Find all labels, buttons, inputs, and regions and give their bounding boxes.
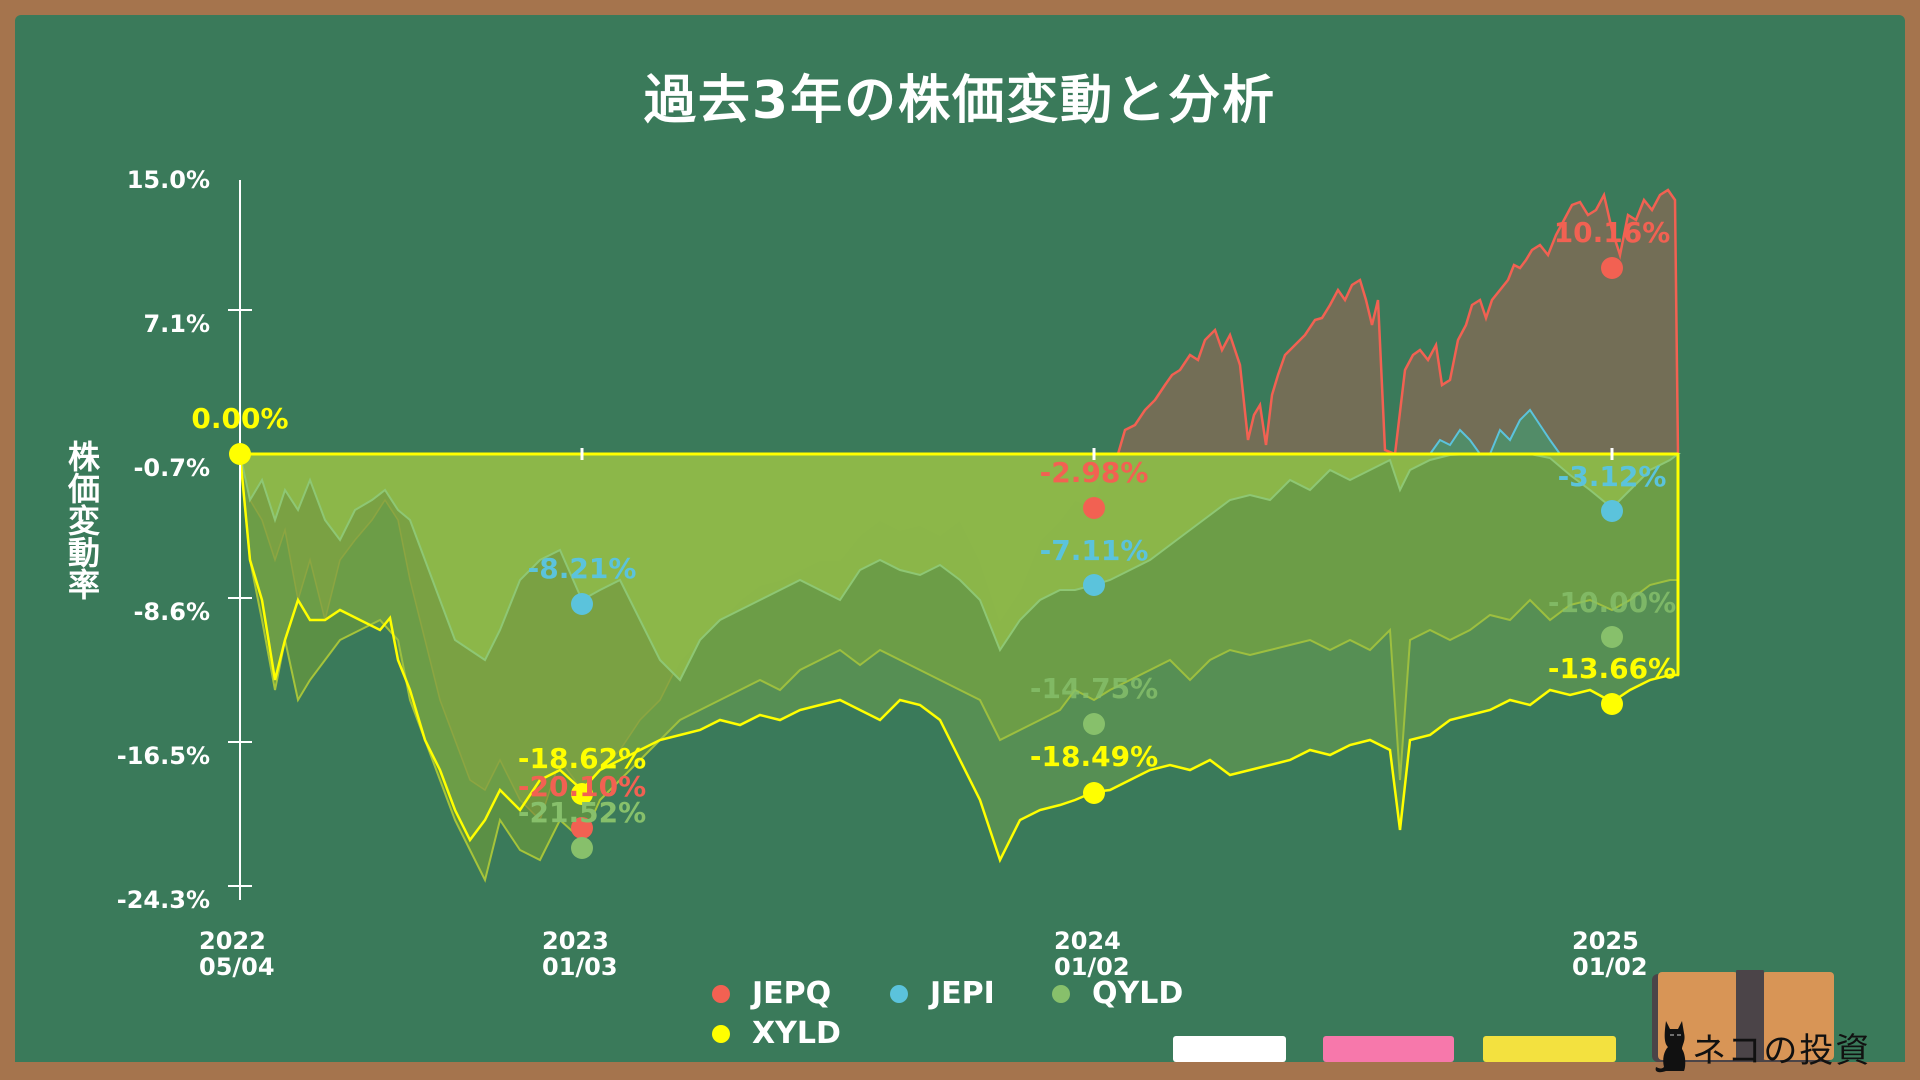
board-frame-ledge	[0, 1062, 1920, 1080]
x-tick-year: 2023	[542, 927, 609, 955]
legend-dot-icon	[712, 1024, 730, 1043]
jepq-label-2025: 10.16%	[1554, 216, 1671, 249]
jepi-area-positive	[1428, 408, 1562, 455]
legend-label: JEPI	[930, 976, 995, 1011]
x-tick-label: 2023 01/03	[542, 928, 618, 980]
jepi-marker-2024	[1083, 574, 1105, 596]
jepi-label-2023: -8.21%	[528, 552, 637, 585]
x-tick-year: 2022	[199, 927, 266, 955]
legend-label: XYLD	[752, 1016, 841, 1051]
y-tick-label: -0.7%	[133, 454, 210, 482]
y-tick-label: -16.5%	[116, 742, 210, 770]
x-tick-date: 01/02	[1054, 953, 1130, 981]
chalk-pink	[1323, 1036, 1454, 1062]
qyld-label-2023: -21.52%	[518, 796, 646, 829]
jepi-marker-2023	[571, 593, 593, 615]
xyld-marker-2023	[571, 783, 593, 805]
legend-item-jepq[interactable]: JEPQ	[712, 976, 831, 1011]
cat-icon	[1655, 1021, 1686, 1073]
legend-label: QYLD	[1092, 976, 1184, 1011]
xyld-label-2024: -18.49%	[1030, 740, 1158, 773]
x-tick-date: 05/04	[199, 953, 275, 981]
legend-dot-icon	[1052, 984, 1070, 1003]
qyld-label-2025: -10.00%	[1548, 586, 1676, 619]
x-tick-date: 01/02	[1572, 953, 1648, 981]
jepq-label-2023: -20.10%	[518, 770, 646, 803]
jepq-marker-2025	[1601, 257, 1623, 279]
legend-item-qyld[interactable]: QYLD	[1052, 976, 1183, 1011]
chalk-yellow	[1483, 1036, 1616, 1062]
y-tick-label: -8.6%	[133, 598, 210, 626]
jepi-label-2024: -7.11%	[1040, 534, 1149, 567]
jepq-marker-2024	[1083, 497, 1105, 519]
y-tick-label: 15.0%	[126, 166, 210, 194]
jepi-area	[238, 453, 1681, 682]
chalk-white	[1173, 1036, 1286, 1062]
legend-dot-icon	[712, 984, 730, 1003]
x-tick-label: 2022 05/04	[199, 928, 275, 980]
x-tick-label: 2025 01/02	[1572, 928, 1648, 980]
brand-logo: ネコの投資	[1692, 1031, 1872, 1071]
legend-label: JEPQ	[752, 976, 832, 1011]
chart-legend: JEPQ JEPI QYLD XYLD	[700, 976, 1260, 1056]
qyld-marker-2023	[571, 837, 593, 859]
legend-item-xyld[interactable]: XYLD	[712, 1016, 841, 1051]
jepi-label-2025: -3.12%	[1558, 460, 1667, 493]
x-tick-year: 2024	[1054, 927, 1121, 955]
jepq-label-2024: -2.98%	[1040, 456, 1149, 489]
xyld-label-2023: -18.62%	[518, 742, 646, 775]
x-tick-year: 2025	[1572, 927, 1639, 955]
qyld-marker-2025	[1601, 626, 1623, 648]
qyld-marker-2024	[1083, 713, 1105, 735]
y-tick-label: 7.1%	[143, 310, 210, 338]
xyld-start-label: 0.00%	[191, 402, 288, 435]
y-tick-label: -24.3%	[116, 886, 210, 914]
xyld-marker-2025	[1601, 693, 1623, 715]
xyld-label-2025: -13.66%	[1548, 652, 1676, 685]
x-tick-date: 01/03	[542, 953, 618, 981]
xyld-start-marker	[229, 443, 251, 465]
y-axis-label: 株価変動率	[63, 440, 101, 600]
legend-item-jepi[interactable]: JEPI	[890, 976, 995, 1011]
xyld-area	[238, 452, 1680, 864]
qyld-label-2024: -14.75%	[1030, 672, 1158, 705]
chart-title: 過去3年の株価変動と分析	[643, 71, 1277, 131]
legend-dot-icon	[890, 984, 908, 1003]
jepq-area-positive	[1116, 188, 1680, 456]
jepi-marker-2025	[1601, 500, 1623, 522]
jepq-marker-2023	[571, 817, 593, 839]
x-tick-label: 2024 01/02	[1054, 928, 1130, 980]
xyld-marker-2024	[1083, 782, 1105, 804]
